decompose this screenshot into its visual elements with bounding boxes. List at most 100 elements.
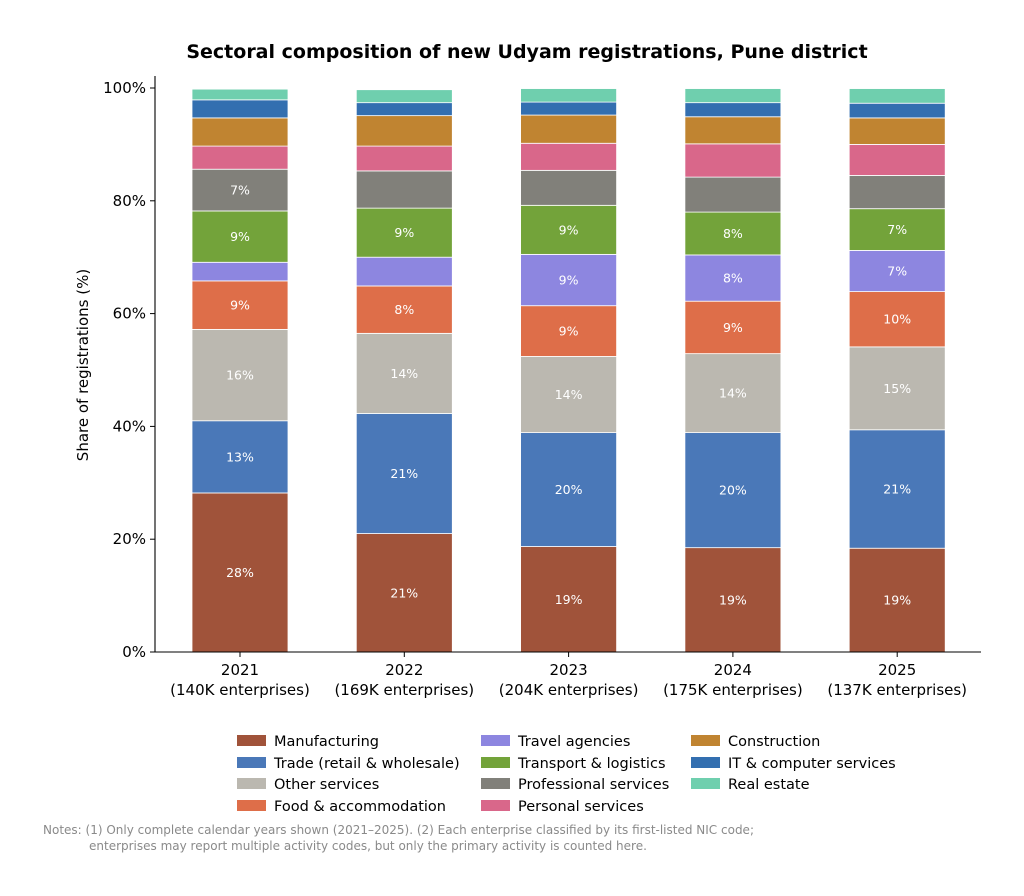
data-label: 8%	[723, 226, 743, 241]
footnote-line-2: enterprises may report multiple activity…	[89, 839, 647, 853]
bar-segment	[684, 102, 782, 118]
footnote-line-1: Notes: (1) Only complete calendar years …	[43, 823, 754, 837]
bar-segment	[684, 547, 782, 653]
legend-label: Other services	[274, 777, 379, 793]
data-label: 10%	[883, 312, 911, 327]
x-tick-label-count: (204K enterprises)	[499, 681, 639, 699]
bar-segment	[191, 492, 289, 653]
data-label: 15%	[883, 381, 911, 396]
data-label: 28%	[226, 565, 254, 580]
x-tick-label-count: (175K enterprises)	[663, 681, 803, 699]
bar-segment	[355, 115, 453, 147]
y-tick-label: 20%	[113, 530, 146, 548]
bar-segment	[848, 250, 946, 293]
data-label: 16%	[226, 368, 254, 383]
x-tick-label-count: (140K enterprises)	[170, 681, 310, 699]
legend-label: IT & computer services	[728, 756, 896, 772]
x-tick-label-year: 2024	[714, 661, 752, 679]
bar-segment	[355, 145, 453, 172]
legend-label: Transport & logistics	[517, 756, 666, 772]
bar-segment	[520, 432, 617, 547]
data-label: 19%	[555, 592, 583, 607]
bar-segment	[191, 99, 289, 119]
x-tick-label-year: 2021	[221, 661, 259, 679]
bar-segment	[848, 429, 946, 549]
legend-label: Trade (retail & wholesale)	[273, 756, 460, 772]
y-tick-label: 60%	[113, 305, 146, 323]
bars-group: 28% 13% 16% 9% 9% 7% 21% 21% 14% 8% 9% 19% 20% 14% 9% 9…	[191, 88, 946, 653]
bar-segment	[520, 204, 617, 255]
bar-segment	[191, 420, 289, 494]
legend-swatch	[691, 735, 720, 746]
bar-segment	[520, 305, 617, 357]
bar-segment	[355, 207, 453, 258]
legend-swatch	[237, 778, 266, 789]
bar-segment	[848, 175, 946, 210]
y-tick-label: 0%	[122, 643, 146, 661]
data-label: 21%	[390, 466, 418, 481]
data-label: 14%	[390, 366, 418, 381]
bar-segment	[848, 547, 946, 653]
bar-segment	[520, 546, 617, 653]
legend-swatch	[481, 778, 510, 789]
bar-segment	[520, 101, 617, 116]
legend-swatch	[481, 757, 510, 768]
x-tick-label-count: (169K enterprises)	[334, 681, 474, 699]
bar-segment	[191, 261, 289, 282]
legend-swatch	[237, 735, 266, 746]
bar-segment	[355, 256, 453, 287]
bar-segment	[848, 208, 946, 251]
bar-segment	[684, 116, 782, 145]
data-label: 20%	[719, 483, 747, 498]
data-label: 20%	[555, 482, 583, 497]
data-label: 13%	[226, 449, 254, 464]
data-label: 14%	[719, 386, 747, 401]
bar-segment	[520, 88, 617, 103]
bar-segment	[191, 117, 289, 147]
data-label: 9%	[230, 298, 250, 313]
data-label: 7%	[230, 183, 250, 198]
legend: Manufacturing Trade (retail & wholesale) O…	[237, 734, 896, 815]
legend-label: Professional services	[518, 777, 669, 793]
legend-label: Travel agencies	[517, 734, 630, 750]
y-axis-label: Share of registrations (%)	[74, 269, 92, 461]
bar-segment	[191, 168, 289, 212]
legend-label: Construction	[728, 734, 820, 750]
bar-segment	[520, 253, 617, 307]
legend-label: Personal services	[518, 799, 644, 815]
chart-title: Sectoral composition of new Udyam regist…	[186, 41, 867, 63]
data-label: 7%	[887, 222, 907, 237]
bar-segment	[355, 89, 453, 104]
bar-segment	[355, 285, 453, 334]
bar-segment	[191, 88, 289, 101]
x-tick-label-count: (137K enterprises)	[827, 681, 967, 699]
bar-segment	[684, 432, 782, 549]
bar-segment	[355, 170, 453, 209]
bar-segment	[191, 145, 289, 170]
bar-segment	[848, 143, 946, 176]
axes-group: 0% 20% 40% 60% 80% 100% 2021 (140K enterprises)…	[103, 76, 981, 699]
data-label: 9%	[230, 229, 250, 244]
bar-segment	[848, 346, 946, 431]
legend-label: Manufacturing	[274, 734, 379, 750]
bar-segment	[684, 176, 782, 213]
data-label: 8%	[723, 271, 743, 286]
data-label: 9%	[559, 273, 579, 288]
y-tick-label: 80%	[113, 192, 146, 210]
bar-segment	[684, 143, 782, 178]
x-tick-label-year: 2025	[878, 661, 916, 679]
legend-label: Food & accommodation	[274, 799, 446, 815]
bar-segment	[848, 102, 946, 119]
x-tick-label-year: 2023	[550, 661, 588, 679]
data-label: 21%	[390, 585, 418, 600]
bar-segment	[848, 88, 946, 104]
bar-segment	[520, 114, 617, 144]
legend-swatch	[691, 778, 720, 789]
data-label: 21%	[883, 482, 911, 497]
bar-segment	[684, 88, 782, 104]
legend-swatch	[691, 757, 720, 768]
bar-segment	[684, 300, 782, 355]
bar-segment	[520, 169, 617, 206]
data-label: 19%	[883, 593, 911, 608]
